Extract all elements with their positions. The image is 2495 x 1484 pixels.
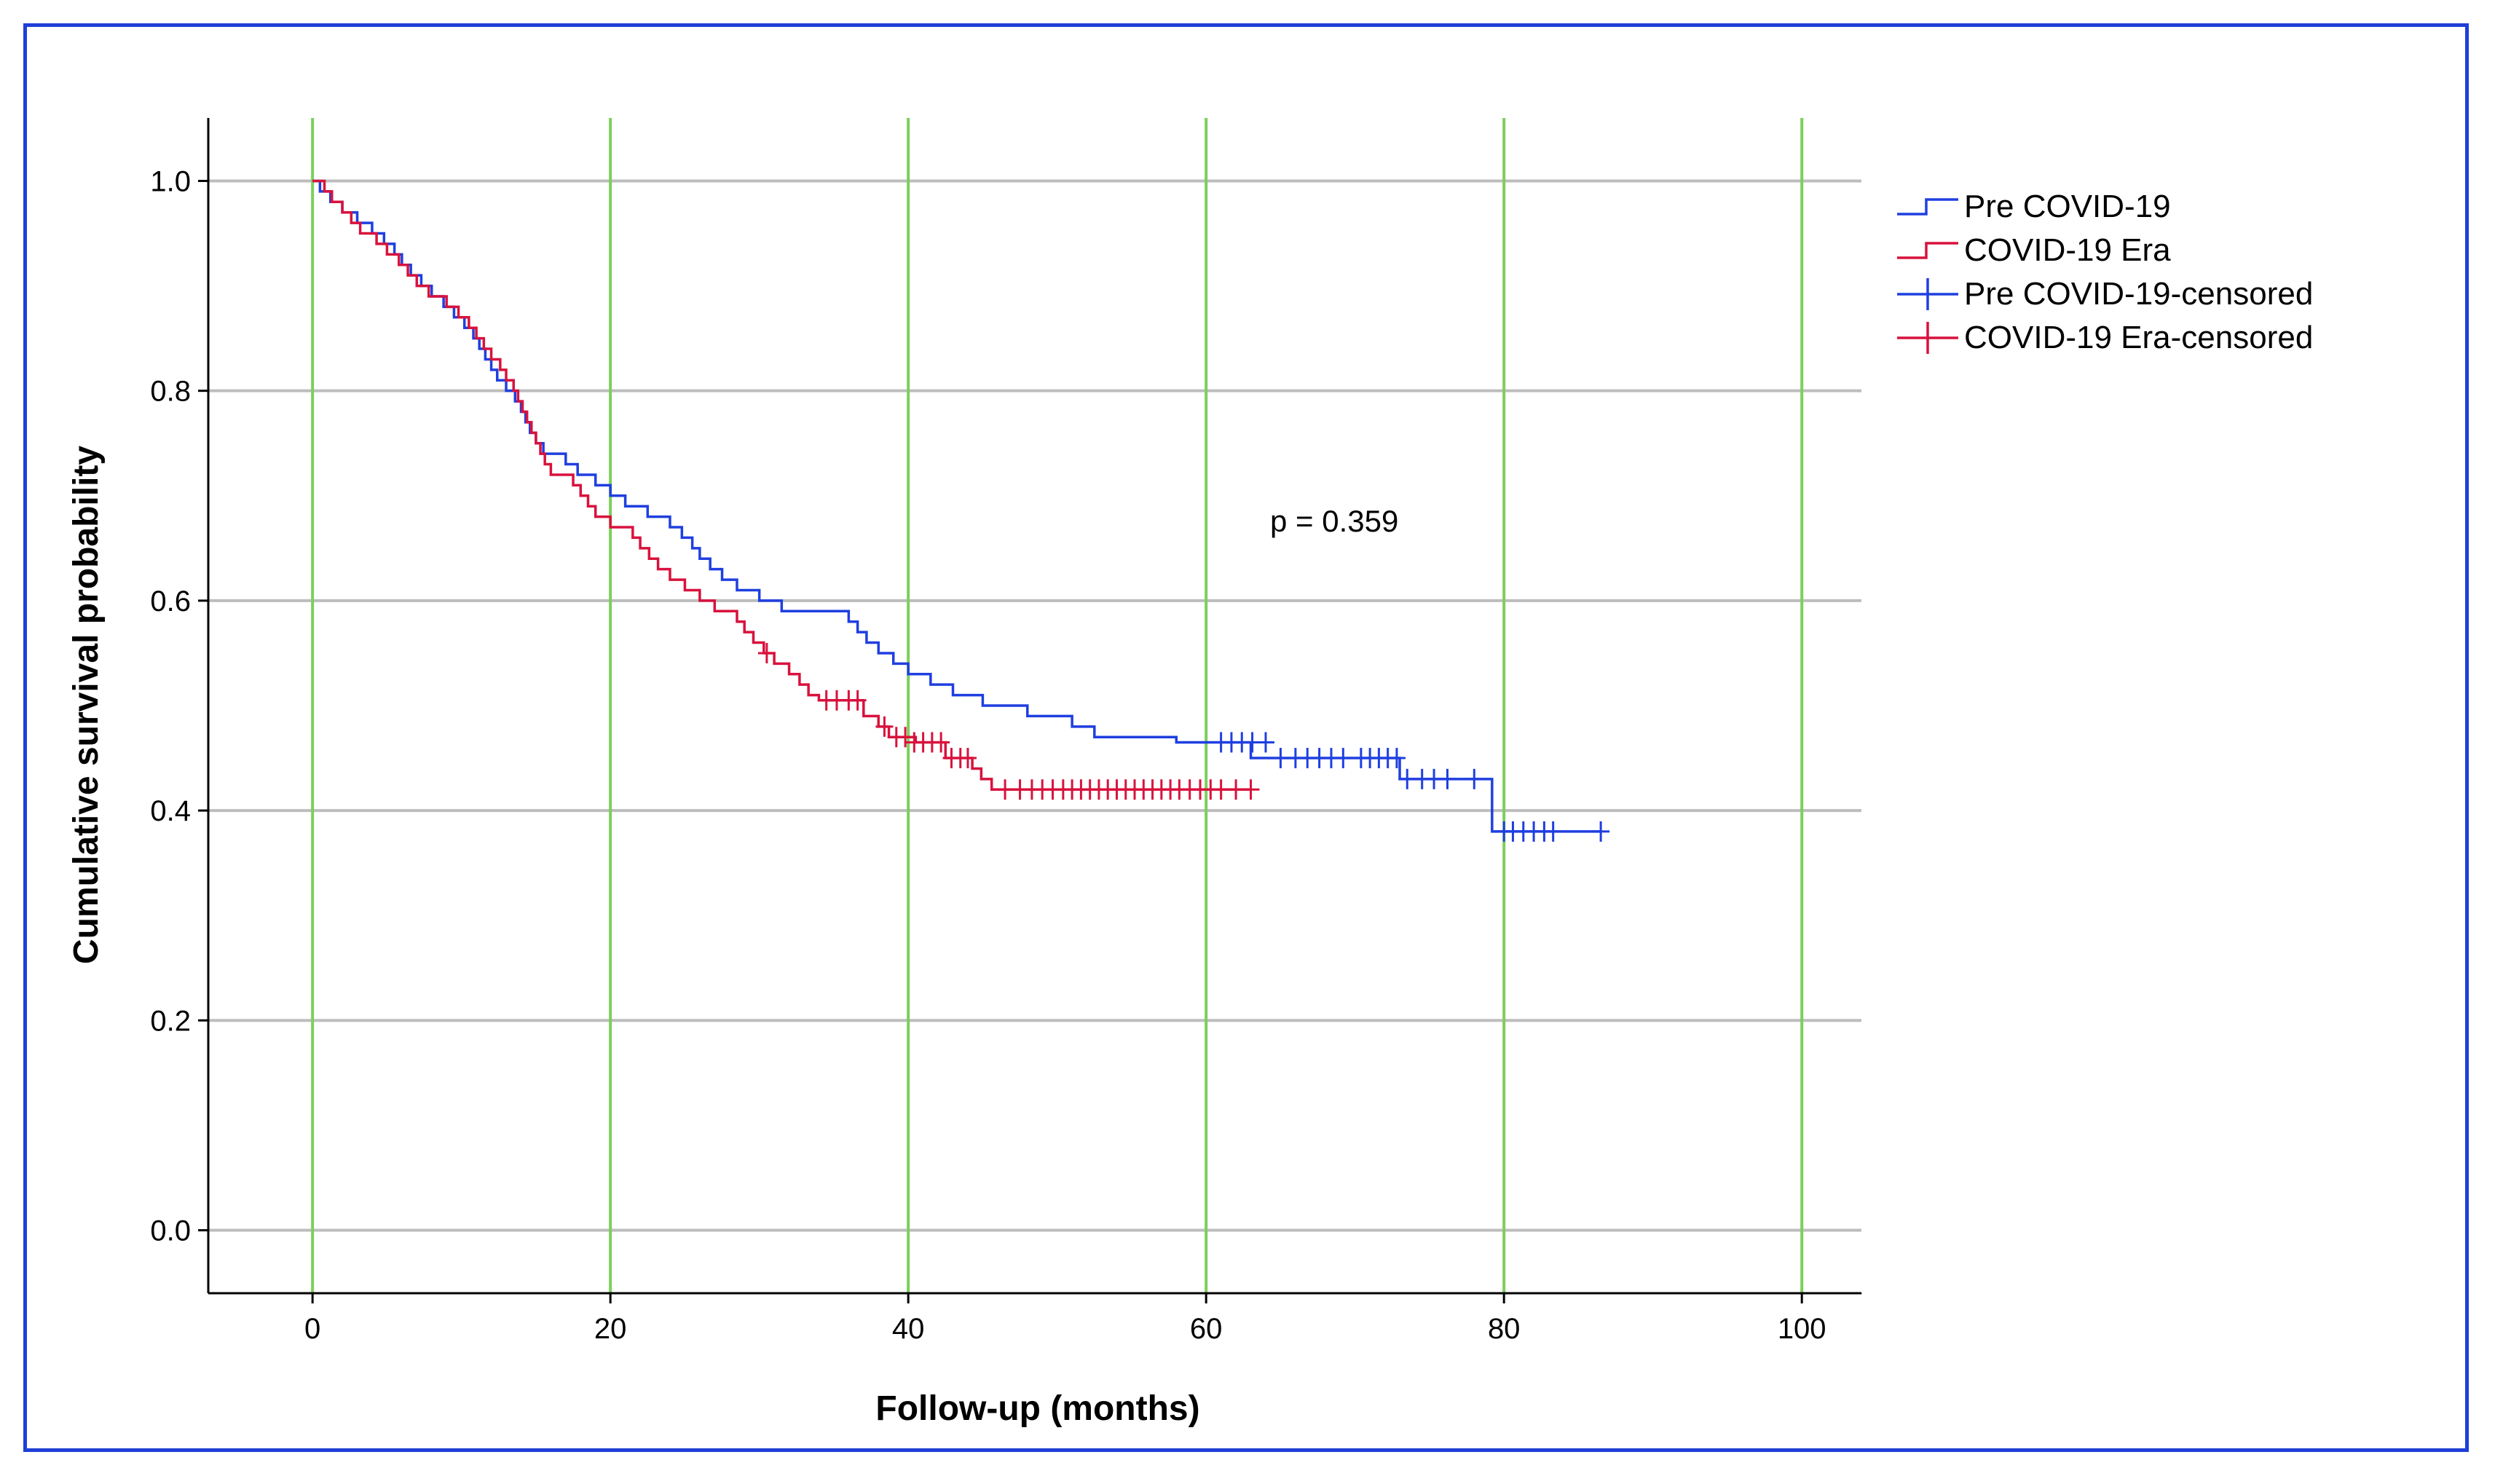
legend-item: Pre COVID-19 xyxy=(1897,189,2171,224)
series-pre-covid xyxy=(312,179,1610,842)
censor-mark xyxy=(996,779,1014,800)
y-tick-label: 0.8 xyxy=(150,376,191,408)
series-covid-era xyxy=(312,179,1260,800)
censor-mark xyxy=(1398,768,1416,789)
p-value-annotation: p = 0.359 xyxy=(1270,504,1398,538)
figure-frame xyxy=(23,23,2469,1452)
legend-item: COVID-19 Era-censored xyxy=(1897,320,2313,355)
censor-mark xyxy=(1544,821,1562,842)
censor-mark xyxy=(875,716,894,737)
censor-mark xyxy=(1256,732,1274,753)
x-tick-label: 40 xyxy=(892,1313,925,1345)
y-axis-label: Cumulative survival probability xyxy=(67,446,106,965)
y-tick-label: 1.0 xyxy=(150,165,191,197)
survival-curve xyxy=(312,179,1251,792)
legend-item: Pre COVID-19-censored xyxy=(1897,276,2313,312)
censor-mark xyxy=(1272,748,1290,769)
legend-label: Pre COVID-19-censored xyxy=(1964,276,2313,312)
legend: Pre COVID-19 COVID-19 Era Pre COVID-19-cen… xyxy=(1897,189,2313,355)
censor-mark xyxy=(1334,748,1352,769)
censor-mark xyxy=(848,690,867,711)
x-tick-label: 60 xyxy=(1190,1313,1223,1345)
x-tick-label: 80 xyxy=(1488,1313,1521,1345)
x-axis-label: Follow-up (months) xyxy=(875,1389,1199,1428)
legend-step-symbol xyxy=(1897,198,1958,216)
censor-mark xyxy=(896,727,915,748)
series-layer xyxy=(312,179,1610,842)
axes xyxy=(198,118,1862,1303)
censor-mark xyxy=(1387,748,1406,769)
survival-curve xyxy=(312,179,1601,833)
legend-label: Pre COVID-19 xyxy=(1964,189,2171,224)
x-tick-label: 20 xyxy=(594,1313,627,1345)
censor-mark xyxy=(1242,779,1260,800)
y-tick-label: 0.2 xyxy=(150,1005,191,1037)
x-tick-label: 100 xyxy=(1778,1313,1826,1345)
tick-labels: 0.0 0.2 0.4 0.6 0.8 1.0 0 20 40 60 80 100 xyxy=(150,165,1826,1345)
censor-mark xyxy=(757,642,776,663)
legend-label: COVID-19 Era-censored xyxy=(1964,320,2313,355)
censor-mark xyxy=(932,732,950,753)
grid-lines xyxy=(208,118,1861,1293)
legend-label: COVID-19 Era xyxy=(1964,232,2171,268)
y-tick-label: 0.6 xyxy=(150,585,191,617)
legend-step-symbol xyxy=(1897,242,1958,259)
y-tick-label: 0.0 xyxy=(150,1215,191,1247)
censor-mark xyxy=(1592,821,1610,842)
y-tick-label: 0.4 xyxy=(150,795,191,827)
x-tick-label: 0 xyxy=(304,1313,320,1345)
legend-item: COVID-19 Era xyxy=(1897,232,2171,268)
censor-mark xyxy=(1438,768,1457,789)
censor-mark xyxy=(1212,779,1230,800)
censor-mark xyxy=(958,748,977,769)
censor-mark xyxy=(1227,779,1245,800)
censor-mark xyxy=(1465,768,1483,789)
